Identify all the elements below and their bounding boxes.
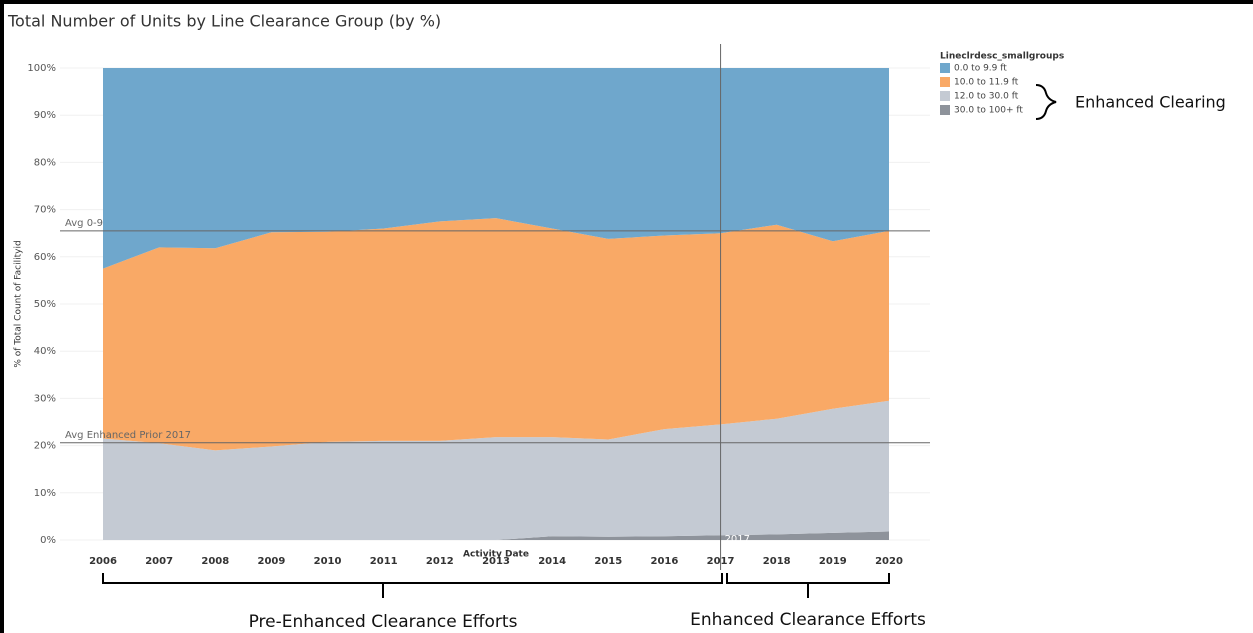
- legend-swatch: [940, 91, 950, 101]
- legend-label: 0.0 to 9.9 ft: [954, 64, 1007, 74]
- x-tick-label: 2012: [426, 556, 454, 567]
- x-tick-label: 2007: [145, 556, 173, 567]
- area: [103, 531, 889, 540]
- y-tick-label: 80%: [34, 157, 56, 168]
- y-tick-label: 10%: [34, 488, 56, 499]
- brace: [102, 573, 723, 598]
- area: [103, 68, 889, 269]
- y-tick-label: 50%: [34, 299, 56, 310]
- annotation: Pre-Enhanced Clearance Efforts: [249, 612, 518, 632]
- x-axis-label: Activity Date: [463, 550, 529, 560]
- area: [103, 400, 889, 540]
- x-tick-label: 2019: [819, 556, 847, 567]
- chart-title: Total Number of Units by Line Clearance …: [7, 12, 441, 31]
- reference-label: 2017: [725, 534, 750, 545]
- reference-label: Avg Enhanced Prior 2017: [65, 430, 191, 441]
- x-tick-label: 2014: [538, 556, 566, 567]
- x-tick-label: 2020: [875, 556, 903, 567]
- y-tick-label: 40%: [34, 346, 56, 357]
- legend-label: 30.0 to 100+ ft: [954, 106, 1023, 116]
- y-tick-label: 70%: [34, 205, 56, 216]
- y-tick-label: 90%: [34, 110, 56, 121]
- x-tick-label: 2011: [370, 556, 398, 567]
- y-tick-label: 0%: [40, 535, 56, 546]
- legend-swatch: [940, 63, 950, 73]
- x-tick-label: 2013: [482, 556, 510, 567]
- annotation: Enhanced Clearing: [1075, 93, 1226, 112]
- reference-label: Avg 0-9: [65, 218, 103, 229]
- x-tick-label: 2010: [314, 556, 342, 567]
- y-tick-label: 100%: [27, 63, 56, 74]
- legend-swatch: [940, 77, 950, 87]
- legend-label: 10.0 to 11.9 ft: [954, 78, 1019, 88]
- brace: [726, 573, 890, 598]
- legend-title: Lineclrdesc_smallgroups: [940, 52, 1064, 62]
- x-tick-label: 2016: [651, 556, 679, 567]
- y-tick-label: 20%: [34, 441, 56, 452]
- y-tick-label: 60%: [34, 252, 56, 263]
- y-axis-label: % of Total Count of Facilityid: [14, 240, 24, 367]
- x-tick-label: 2018: [763, 556, 791, 567]
- x-tick-label: 2008: [201, 556, 229, 567]
- annotation: Enhanced Clearance Efforts: [690, 610, 926, 630]
- y-tick-label: 30%: [34, 393, 56, 404]
- x-tick-label: 2006: [89, 556, 117, 567]
- legend-swatch: [940, 105, 950, 115]
- legend-label: 12.0 to 30.0 ft: [954, 92, 1019, 102]
- brace: [1035, 84, 1057, 120]
- x-tick-label: 2015: [594, 556, 622, 567]
- x-tick-label: 2009: [258, 556, 286, 567]
- area: [103, 218, 889, 451]
